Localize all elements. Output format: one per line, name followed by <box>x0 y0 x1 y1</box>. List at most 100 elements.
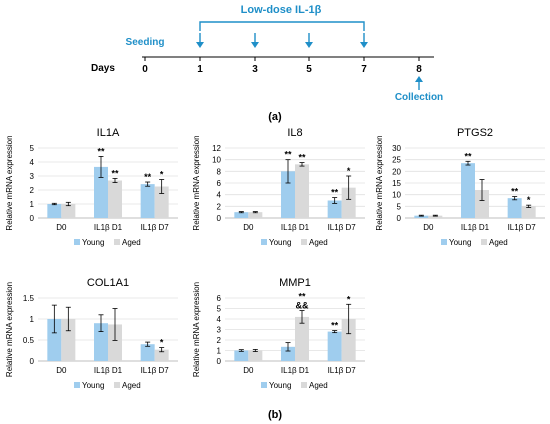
bar-aged <box>341 187 356 218</box>
bar-aged <box>61 319 76 361</box>
y-tick-label: 1.5 <box>23 294 35 303</box>
bar-aged <box>341 319 356 361</box>
legend-label: Aged <box>489 238 508 247</box>
error-bar <box>346 303 352 335</box>
x-tick-label: IL1β D7 <box>141 366 170 375</box>
legend-swatch <box>74 382 80 388</box>
legend-label: Young <box>449 238 471 247</box>
legend-label: Young <box>269 381 291 390</box>
y-tick-label: 3 <box>217 326 222 335</box>
error-bar <box>285 159 291 184</box>
significance-mark: && <box>296 301 309 311</box>
y-tick-label: 5 <box>30 144 35 153</box>
bar-young <box>140 344 155 361</box>
timeline-tick-label: 3 <box>252 64 258 75</box>
error-bar <box>299 162 305 167</box>
y-tick-label: 8 <box>217 167 222 176</box>
legend-swatch <box>74 239 80 245</box>
bar-aged <box>154 349 169 361</box>
seeding-label: Seeding <box>126 37 165 48</box>
days-label: Days <box>91 63 115 74</box>
significance-mark: ** <box>111 168 119 178</box>
legend-swatch <box>301 239 307 245</box>
bar-young <box>281 171 295 218</box>
bar-aged <box>295 316 309 361</box>
bar-young <box>281 346 295 361</box>
error-bar <box>159 179 165 194</box>
bar-young <box>94 323 108 361</box>
y-axis-label: Relative mRNA expression <box>5 135 14 230</box>
bar-young <box>234 350 249 361</box>
chart-col1a1: COL1A1 Relative mRNA expression 0 0.5 1 1.5 D0… <box>5 277 178 390</box>
y-tick-label: 6 <box>217 179 222 188</box>
significance-mark: ** <box>331 188 339 198</box>
error-bar <box>332 330 338 334</box>
error-bar <box>159 347 165 353</box>
significance-mark: ** <box>97 146 105 156</box>
x-tick-label: D0 <box>56 366 67 375</box>
bar-young <box>327 200 342 218</box>
bar-young <box>414 215 429 218</box>
collection-label: Collection <box>395 92 443 103</box>
treatment-arrow <box>305 33 313 48</box>
error-bar <box>238 211 244 214</box>
timeline-tick-label: 5 <box>306 64 312 75</box>
timeline-ticks: 0 1 3 5 7 8 <box>142 57 422 75</box>
x-tick-label: IL1β D1 <box>281 366 310 375</box>
x-tick-label: D0 <box>243 223 254 232</box>
legend-label: Young <box>82 381 104 390</box>
error-bar <box>112 177 118 183</box>
y-tick-label: 5 <box>397 202 402 211</box>
y-tick-label: 0.5 <box>23 336 35 345</box>
legend-label: Aged <box>122 381 141 390</box>
error-bar <box>112 308 118 341</box>
bar-aged <box>295 164 309 218</box>
timeline-tick-label: 1 <box>197 64 203 75</box>
treatment-arrow <box>360 33 368 48</box>
y-tick-label: 1 <box>30 315 35 324</box>
bar-aged <box>61 204 76 218</box>
bar-young <box>507 198 522 218</box>
treatment-arrow <box>196 33 204 48</box>
error-bar <box>145 181 151 187</box>
legend-label: Young <box>82 238 104 247</box>
chart-ptgs2: PTGS2 Relative mRNA expression 0 5 10 15 20 25 3… <box>375 127 545 247</box>
significance-mark: * <box>527 195 531 205</box>
bar-aged <box>428 215 443 218</box>
y-tick-label: 0 <box>397 214 402 223</box>
legend-swatch <box>261 239 267 245</box>
error-bar <box>432 214 438 217</box>
significance-mark: ** <box>331 321 339 331</box>
error-bar <box>512 196 518 201</box>
error-bar <box>252 211 258 214</box>
significance-mark: * <box>347 294 351 304</box>
x-tick-label: D0 <box>56 223 67 232</box>
error-bar <box>65 306 71 332</box>
timeline-panel: Low-dose IL-1β Seeding Days 0 1 3 5 7 8 Colle… <box>91 4 443 123</box>
chart-title: IL8 <box>287 127 302 139</box>
chart-title: PTGS2 <box>457 127 493 139</box>
y-tick-label: 4 <box>217 191 222 200</box>
error-bar <box>332 197 338 204</box>
legend-swatch <box>114 239 120 245</box>
error-bar <box>479 179 485 201</box>
legend: Young Aged <box>74 381 141 390</box>
significance-mark: ** <box>464 151 472 161</box>
x-tick-label: IL1β D1 <box>94 366 123 375</box>
significance-mark: ** <box>144 172 152 182</box>
error-bar <box>285 342 291 352</box>
bar-aged <box>108 324 122 361</box>
error-bar <box>98 156 104 178</box>
y-tick-label: 10 <box>392 191 401 200</box>
error-bar <box>98 314 104 332</box>
chart-title: COL1A1 <box>87 277 129 289</box>
chart-mmp1: MMP1 Relative mRNA expression 01 23 45 6 D0 IL1… <box>192 277 365 390</box>
legend-swatch <box>481 239 487 245</box>
x-tick-label: D0 <box>243 366 254 375</box>
treatment-label: Low-dose IL-1β <box>241 4 322 16</box>
significance-mark: ** <box>511 187 519 197</box>
legend-label: Aged <box>309 381 328 390</box>
timeline-tick: 3 <box>252 57 258 75</box>
x-tick-label: IL1β D1 <box>281 223 310 232</box>
